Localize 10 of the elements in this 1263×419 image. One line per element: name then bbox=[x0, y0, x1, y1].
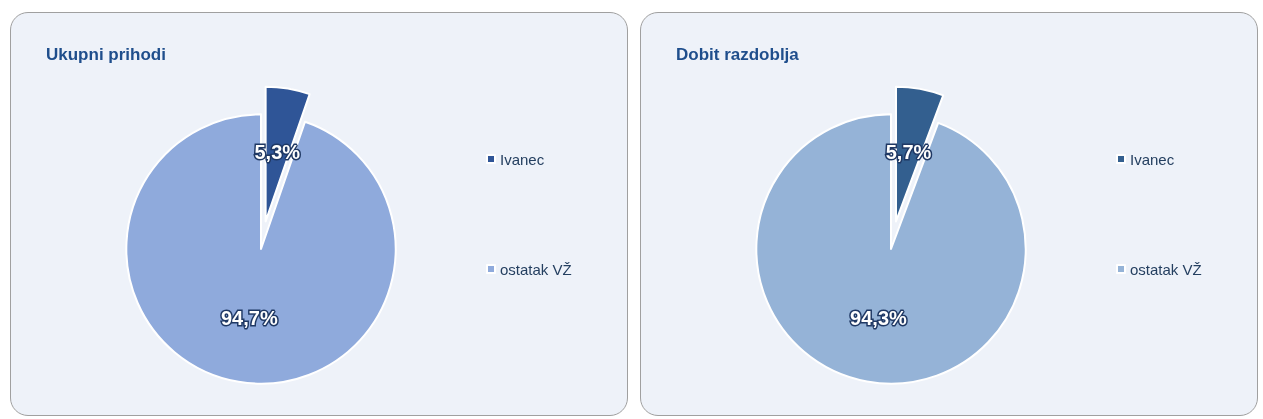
data-label: 5,7% bbox=[885, 141, 932, 164]
chart-title: Ukupni prihodi bbox=[46, 45, 166, 64]
data-label: 5,3% bbox=[254, 141, 301, 164]
legend-label: ostatak VŽ bbox=[500, 260, 572, 278]
legend-label: Ivanec bbox=[500, 150, 545, 168]
data-label: 94,3% bbox=[850, 307, 908, 330]
data-label: 94,7% bbox=[220, 307, 278, 330]
legend-label: Ivanec bbox=[1130, 150, 1175, 168]
legend-label: ostatak VŽ bbox=[1130, 260, 1202, 278]
chart-title: Dobit razdoblja bbox=[676, 45, 800, 64]
